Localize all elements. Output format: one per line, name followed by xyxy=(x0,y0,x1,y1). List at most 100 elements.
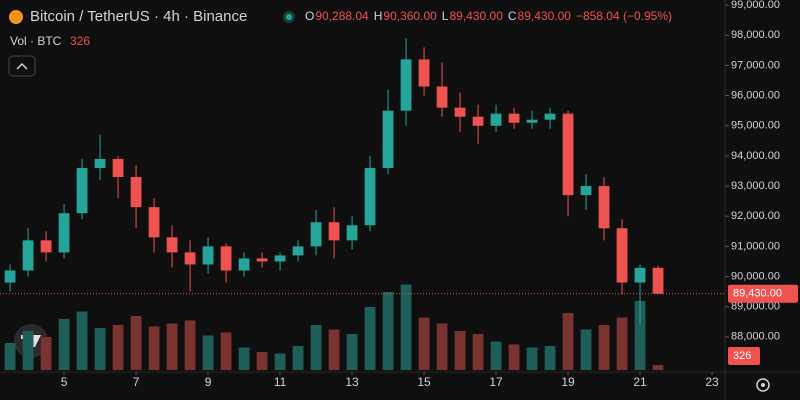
x-tick-label: 21 xyxy=(633,375,647,389)
y-tick-label: 99,000.00 xyxy=(731,0,780,11)
volume-bar xyxy=(184,320,196,370)
volume-bar xyxy=(562,313,574,370)
volume-bar xyxy=(328,329,340,370)
candle-body xyxy=(544,113,556,120)
ohlc-key: C xyxy=(508,9,517,23)
ohlc-value: 89,430.00 xyxy=(449,9,503,23)
volume-bar xyxy=(490,341,502,370)
candle-body xyxy=(526,119,538,123)
x-tick-label: 11 xyxy=(274,375,287,389)
volume-bar xyxy=(634,301,646,370)
volume-bar xyxy=(364,307,376,370)
last-price-label: 89,430.00 xyxy=(733,288,782,300)
candle-body xyxy=(364,167,376,226)
candle-body xyxy=(310,222,322,247)
candle-body xyxy=(40,240,52,253)
x-tick-label: 9 xyxy=(205,375,212,389)
symbol[interactable]: Bitcoin / TetherUS · 4h · Binance xyxy=(30,8,247,25)
candle-body xyxy=(76,167,88,214)
volume-bar xyxy=(508,344,520,370)
candle-body xyxy=(400,59,412,111)
candle-body xyxy=(220,246,232,271)
candle-body xyxy=(94,158,106,168)
candle-body xyxy=(274,255,286,262)
ohlc-value: 90,360.00 xyxy=(383,9,437,23)
candle-body xyxy=(148,207,160,238)
candle-body xyxy=(436,86,448,108)
candle-body xyxy=(472,116,484,126)
volume-bar xyxy=(310,325,322,370)
volume-bar xyxy=(202,335,214,370)
volume-bar xyxy=(472,334,484,370)
y-tick-label: 94,000.00 xyxy=(731,150,780,162)
price-change: −858.04 (−0.95%) xyxy=(576,9,672,23)
candle-body xyxy=(4,270,16,283)
settings-button[interactable] xyxy=(756,378,770,392)
x-tick-label: 17 xyxy=(489,375,503,389)
volume-bar xyxy=(652,365,664,370)
y-tick-label: 96,000.00 xyxy=(731,89,780,101)
x-tick-label: 15 xyxy=(417,375,431,389)
volume-bar xyxy=(436,323,448,370)
last-price-tag xyxy=(728,284,798,303)
candle-body xyxy=(130,177,142,208)
x-tick-label: 23 xyxy=(705,375,719,389)
candle-body xyxy=(652,267,664,294)
y-tick-label: 98,000.00 xyxy=(731,29,780,41)
y-tick-label: 88,000.00 xyxy=(731,331,780,343)
candle-body xyxy=(616,228,628,283)
volume-bar xyxy=(454,331,466,370)
candle-body xyxy=(202,246,214,265)
candle-body xyxy=(598,186,610,229)
volume-bar xyxy=(166,323,178,370)
x-tick-label: 19 xyxy=(561,375,575,389)
volume-bar xyxy=(400,284,412,370)
volume-bar xyxy=(274,353,286,370)
volume-bar xyxy=(4,343,16,370)
volume-bar xyxy=(220,332,232,370)
collapse-icon xyxy=(16,62,28,70)
y-tick-label: 95,000.00 xyxy=(731,120,780,132)
volume-bar xyxy=(130,316,142,370)
candle-body xyxy=(508,113,520,123)
status-dot xyxy=(286,14,292,20)
candle-body xyxy=(382,110,394,168)
candle-body xyxy=(346,225,358,241)
volume-bar xyxy=(76,311,88,370)
volume-bar xyxy=(148,326,160,370)
volume-bar xyxy=(346,334,358,370)
collapse-button[interactable] xyxy=(8,55,36,77)
volume-bar xyxy=(112,325,124,370)
candle-body xyxy=(256,258,268,262)
candle-body xyxy=(112,158,124,178)
y-tick-label: 97,000.00 xyxy=(731,59,780,71)
volume-bar xyxy=(544,346,556,370)
candle-body xyxy=(184,252,196,265)
candle-body xyxy=(454,107,466,117)
ohlc-key: H xyxy=(374,9,383,23)
volume-bar xyxy=(598,325,610,370)
x-tick-label: 5 xyxy=(61,375,68,389)
y-tick-label: 92,000.00 xyxy=(731,210,780,222)
ohlc-key: L xyxy=(442,9,449,23)
y-tick-label: 90,000.00 xyxy=(731,270,780,282)
volume-tag xyxy=(728,347,760,365)
volume-bar xyxy=(418,317,430,370)
candle-body xyxy=(634,267,646,283)
y-tick-label: 89,000.00 xyxy=(731,301,780,313)
volume-bar xyxy=(292,346,304,370)
volume-value: 326 xyxy=(70,34,90,48)
candle-body xyxy=(166,237,178,253)
ohlc-value: 89,430.00 xyxy=(518,9,572,23)
candle-body xyxy=(328,222,340,241)
volume-tag-label: 326 xyxy=(733,350,751,362)
candle-body xyxy=(418,59,430,87)
volume-bar xyxy=(580,329,592,370)
volume-bar xyxy=(256,352,268,370)
y-tick-label: 91,000.00 xyxy=(731,240,780,252)
volume-bar xyxy=(40,337,52,370)
volume-label: Vol · BTC xyxy=(10,34,62,48)
volume-bar xyxy=(58,319,70,370)
